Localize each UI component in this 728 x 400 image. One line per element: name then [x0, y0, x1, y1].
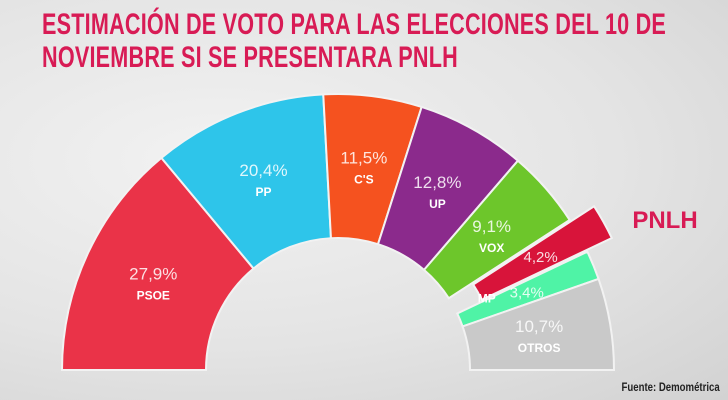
slice-value-label: 3,4% — [510, 285, 544, 302]
slice-value-label: 11,5% — [340, 149, 387, 168]
slice-value-label: 12,8% — [413, 173, 461, 192]
slice-name-label: MP — [478, 292, 496, 306]
slice-value-label: 27,9% — [129, 264, 177, 283]
slice-name-label: UP — [429, 197, 446, 211]
slice-pnlh — [471, 204, 614, 302]
pnlh-callout-label: PNLH — [632, 207, 697, 234]
slice-value-label: 9,1% — [472, 217, 511, 236]
title-line-2: NOVIEMBRE SI SE PRESENTARA PNLH — [42, 41, 458, 74]
slice-psoe — [60, 156, 255, 371]
source-note: Fuente: Demométrica — [621, 380, 720, 394]
slice-value-label: 4,2% — [523, 249, 557, 266]
slice-name-label: OTROS — [518, 341, 561, 355]
slice-value-label: 20,4% — [239, 161, 287, 180]
slice-name-label: VOX — [479, 241, 504, 255]
slice-otros — [461, 277, 616, 371]
title-line-1: ESTIMACIÓN DE VOTO PARA LAS ELECCIONES D… — [42, 8, 667, 41]
slice-name-label: C'S — [354, 173, 374, 187]
slice-value-label: 10,7% — [515, 317, 563, 336]
slice-name-label: PP — [255, 185, 271, 199]
slice-vox — [422, 159, 572, 300]
chart-title: ESTIMACIÓN DE VOTO PARA LAS ELECCIONES D… — [42, 8, 666, 74]
slice-name-label: PSOE — [137, 288, 170, 302]
